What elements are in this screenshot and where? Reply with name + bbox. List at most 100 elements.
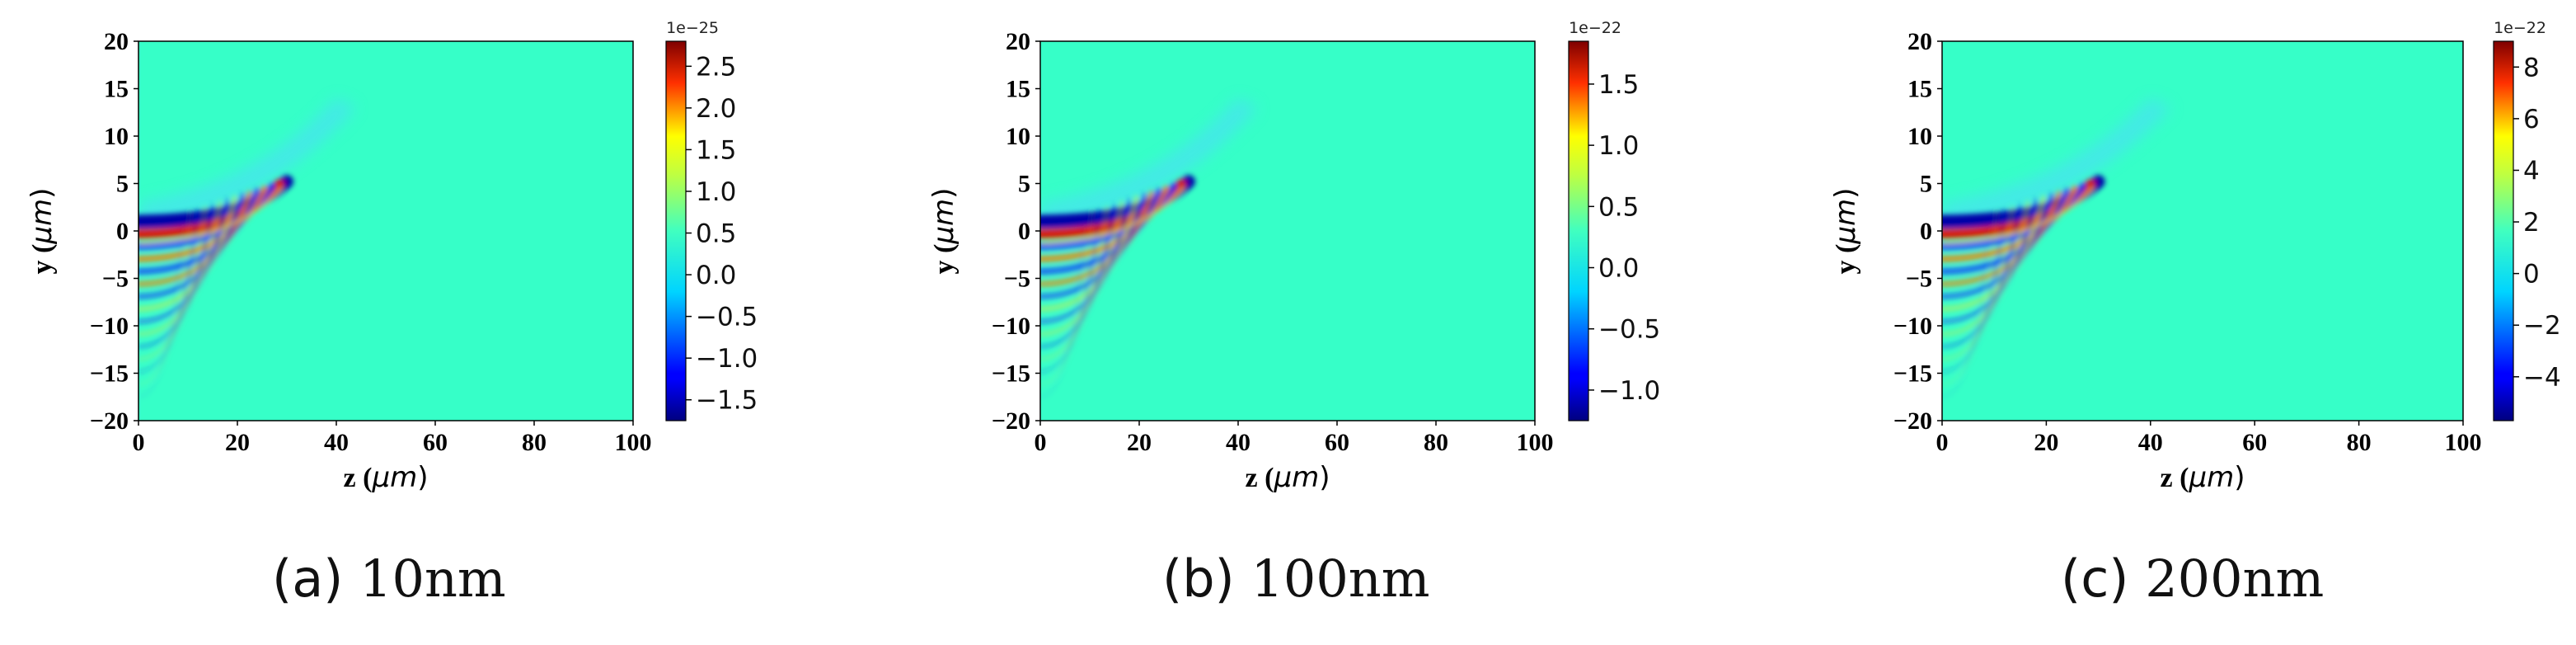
colorbar-c: 8 6 4 2 0 −2 −4 1e−22: [2493, 19, 2561, 421]
y-tick-label: 5: [1018, 171, 1030, 198]
y-tick-label: 15: [1907, 76, 1932, 103]
x-tick-label: 0: [1035, 429, 1047, 456]
colorbar-tick-label: 2.5: [696, 52, 736, 82]
x-axis-label: z (μm): [2161, 461, 2245, 494]
colorbar-tick-label: 0.5: [1598, 192, 1639, 222]
colorbar-tick-label: 2: [2523, 208, 2540, 238]
y-tick-label: 5: [1920, 171, 1932, 198]
wave-plume: [1040, 98, 1258, 227]
colorbar-gradient: [2493, 40, 2514, 421]
y-tick-label: −20: [992, 407, 1030, 435]
x-tick-label: 20: [225, 429, 250, 456]
fringe-band: [138, 213, 185, 399]
heatmap-field-c: [1942, 41, 2463, 421]
y-tick-label: 0: [1920, 218, 1932, 245]
caption-c-letter: (c): [2061, 548, 2129, 609]
x-axis-label: z (μm): [1246, 461, 1330, 494]
wave-fringes: [1040, 175, 1195, 399]
caption-a-letter: (a): [272, 548, 344, 609]
fringe-band: [138, 210, 193, 387]
x-tick-label: 60: [1325, 429, 1349, 456]
colorbar-offset-label: 1e−22: [1569, 19, 1621, 37]
caption-b-text: 100nm: [1250, 548, 1430, 609]
x-tick-label: 100: [2445, 429, 2482, 456]
y-tick-label: −10: [1893, 313, 1932, 340]
fringe-accent: [1040, 186, 1185, 245]
caption-b: (b) 100nm: [1162, 548, 1430, 623]
y-tick-label: −10: [992, 313, 1030, 340]
y-tick-label: −5: [1004, 266, 1030, 293]
y-axis-label: y (μm): [26, 188, 59, 275]
colorbar-gradient: [665, 40, 687, 421]
wave-plume: [1942, 98, 2172, 227]
colorbar-tick-label: 4: [2523, 156, 2540, 186]
colorbar-tick-label: −1.0: [1598, 376, 1660, 406]
colorbar-tick-label: −4: [2523, 363, 2561, 393]
colorbar-tick-label: 1.5: [1598, 70, 1639, 100]
fringe-accent: [1942, 186, 2095, 245]
colorbar-gradient: [1568, 40, 1589, 421]
y-tick-label: −15: [992, 360, 1030, 388]
y-axis-label: y (μm): [1829, 188, 1862, 275]
x-tick-label: 80: [2347, 429, 2372, 456]
y-tick-label: 20: [1907, 28, 1932, 55]
x-tick-label: 40: [2138, 429, 2163, 456]
colorbar-tick-label: 0.5: [696, 219, 736, 249]
y-axis-label: y (μm): [927, 188, 960, 275]
colorbar-offset-label: 1e−22: [2494, 19, 2546, 37]
y-tick-label: −10: [90, 313, 129, 340]
x-tick-label: 60: [423, 429, 448, 456]
fringe-band: [1942, 213, 1991, 399]
heatmap-field-b: [1040, 41, 1535, 421]
colorbar-tick-label: 1.0: [1598, 131, 1639, 161]
x-tick-label: 80: [522, 429, 547, 456]
x-tick-label: 60: [2242, 429, 2267, 456]
x-axis-label: z (μm): [344, 461, 429, 494]
caption-a: (a) 10nm: [272, 548, 506, 623]
colorbar-tick-label: 0.0: [696, 261, 736, 290]
y-tick-label: −5: [102, 266, 129, 293]
x-tick-label: 20: [1127, 429, 1152, 456]
wave-fringes: [1942, 175, 2105, 399]
x-tick-label: 40: [324, 429, 349, 456]
fringe-band: [1040, 210, 1095, 387]
colorbar-tick-label: −1.0: [696, 344, 758, 374]
colorbar-offset-label: 1e−25: [666, 19, 719, 37]
y-tick-label: 10: [1907, 123, 1932, 150]
x-tick-label: 0: [133, 429, 145, 456]
colorbar-tick-label: 1.5: [696, 135, 736, 165]
colorbar-tick-label: 0.0: [1598, 254, 1639, 284]
caption-c: (c) 200nm: [2061, 548, 2324, 623]
panel-b: 0 20 40 60 80 100 20 15 10 5 0 −5 −10 −15 −20 z (μm) y (…: [927, 19, 1660, 494]
wave-plume: [138, 98, 356, 227]
y-tick-label: −5: [1906, 266, 1932, 293]
caption-a-text: 10nm: [359, 548, 506, 609]
fringe-accent: [138, 186, 284, 245]
y-tick-label: 0: [1018, 218, 1030, 245]
wave-fringes: [138, 175, 293, 399]
colorbar-tick-label: −0.5: [1598, 315, 1660, 345]
heatmap-field-a: [138, 41, 633, 421]
y-tick-label: −20: [90, 407, 129, 435]
caption-c-text: 200nm: [2145, 548, 2325, 609]
colorbar-tick-label: 1.0: [696, 177, 736, 207]
fringe-band: [1942, 210, 1999, 387]
x-tick-label: 40: [1226, 429, 1250, 456]
y-tick-label: 0: [116, 218, 129, 245]
colorbar-b: 1.5 1.0 0.5 0.0 −0.5 −1.0 1e−22: [1568, 19, 1660, 421]
y-tick-label: 10: [1006, 123, 1030, 150]
colorbar-tick-label: 8: [2523, 53, 2540, 82]
y-tick-label: −20: [1893, 407, 1932, 435]
y-tick-label: 20: [1006, 28, 1030, 55]
colorbar-tick-label: 0: [2523, 260, 2540, 290]
colorbar-tick-label: −1.5: [696, 386, 758, 416]
colorbar-tick-label: −0.5: [696, 303, 758, 332]
y-tick-label: 15: [1006, 76, 1030, 103]
y-tick-label: −15: [90, 360, 129, 388]
y-tick-label: 5: [116, 171, 129, 198]
y-tick-label: 10: [104, 123, 129, 150]
colorbar-a: 2.5 2.0 1.5 1.0 0.5 0.0 −0.5 −1.0 −1.5 1e−25: [665, 19, 758, 421]
y-tick-label: 20: [104, 28, 129, 55]
